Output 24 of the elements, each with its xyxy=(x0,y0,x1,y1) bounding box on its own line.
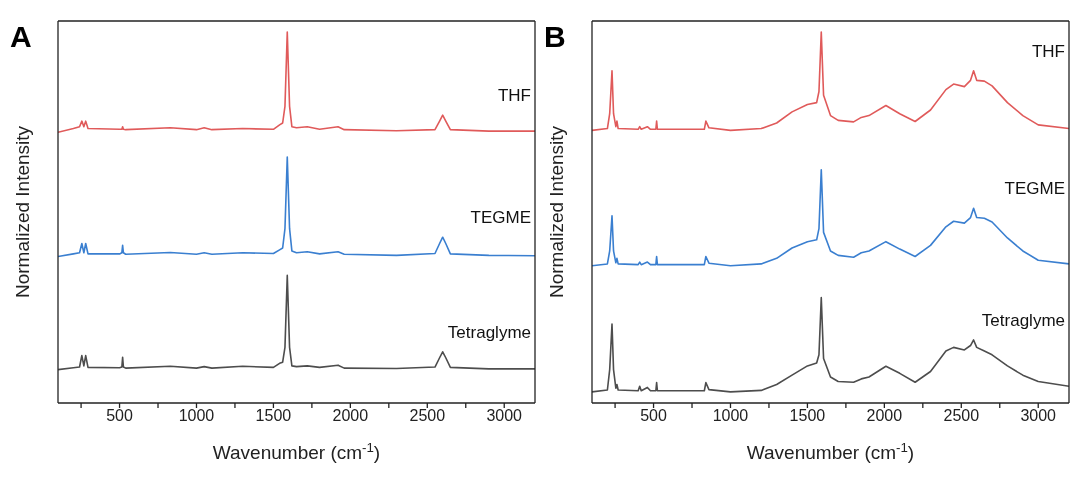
y-axis-title: Normalized Intensity xyxy=(545,125,567,299)
x-axis-title: Wavenumber (cm$^{-1}$) xyxy=(746,439,915,463)
x-tick-label: 1500 xyxy=(789,407,826,425)
x-tick-label: 3000 xyxy=(1020,407,1057,425)
series-label: Tetraglyme xyxy=(447,322,531,342)
series-label: TEGME xyxy=(1004,179,1065,199)
x-tick-label: 2000 xyxy=(866,407,903,425)
x-tick-label: 2000 xyxy=(332,407,369,425)
chart-title: A xyxy=(10,20,32,54)
x-tick-label: 1000 xyxy=(712,407,749,425)
x-tick-label: 500 xyxy=(106,407,133,425)
x-tick-label: 1000 xyxy=(178,407,215,425)
series-label: TEGME xyxy=(470,208,531,228)
y-axis-title: Normalized Intensity xyxy=(11,125,33,299)
x-tick-label: 500 xyxy=(640,407,667,425)
text: THF xyxy=(1031,41,1065,61)
series-label: THF xyxy=(497,86,531,106)
x-tick-label: 2500 xyxy=(409,407,446,425)
x-tick-label: 3000 xyxy=(486,407,523,425)
series-label: Tetraglyme xyxy=(981,310,1065,330)
chart-title: B xyxy=(544,20,566,54)
x-axis-title: Wavenumber (cm$^{-1}$) xyxy=(212,439,381,463)
x-tick-label: 2500 xyxy=(943,407,980,425)
x-tick-label: 1500 xyxy=(255,407,292,425)
